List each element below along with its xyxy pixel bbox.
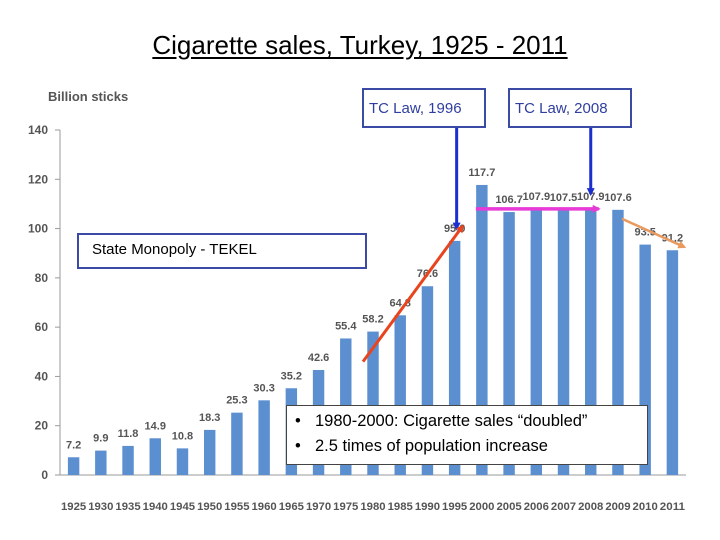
value-label-2008: 107.9 bbox=[577, 191, 605, 203]
value-label-1980: 58.2 bbox=[362, 314, 383, 326]
x-tick-label: 2008 bbox=[578, 501, 603, 513]
bullet-population-increase: 2.5 times of population increase bbox=[295, 434, 647, 459]
x-tick-label: 2005 bbox=[496, 501, 521, 513]
x-tick-label: 1980 bbox=[360, 501, 385, 513]
bullet-sales-doubled: 1980-2000: Cigarette sales “doubled” bbox=[295, 409, 647, 434]
y-tick-label: 0 bbox=[41, 468, 48, 482]
bar-1935 bbox=[122, 445, 134, 475]
x-tick-label: 2010 bbox=[633, 501, 658, 513]
value-label-2006: 107.9 bbox=[523, 191, 551, 203]
value-label-1975: 55.4 bbox=[335, 320, 357, 332]
value-label-1950: 18.3 bbox=[199, 412, 220, 424]
x-tick-label: 1990 bbox=[415, 501, 440, 513]
bar-1985 bbox=[394, 315, 406, 475]
value-label-2010: 93.5 bbox=[634, 227, 655, 239]
value-label-2000: 117.7 bbox=[468, 167, 495, 179]
y-tick-label: 20 bbox=[35, 419, 49, 433]
bar-1940 bbox=[149, 438, 161, 475]
value-label-1940: 14.9 bbox=[145, 420, 166, 432]
bar-1945 bbox=[176, 448, 189, 475]
x-tick-label: 2009 bbox=[605, 501, 630, 513]
y-tick-label: 60 bbox=[35, 320, 49, 334]
bar-1960 bbox=[258, 400, 270, 475]
value-label-2005: 106.7 bbox=[495, 194, 523, 206]
x-tick-label: 2006 bbox=[524, 501, 549, 513]
x-tick-label: 1935 bbox=[115, 501, 140, 513]
arrows bbox=[361, 128, 687, 363]
y-axis: 0 20 40 60 80 100 120 140 bbox=[28, 123, 61, 482]
x-tick-label: 1985 bbox=[388, 501, 413, 513]
value-label-1955: 25.3 bbox=[226, 395, 247, 407]
y-tick-label: 120 bbox=[28, 172, 48, 186]
x-tick-label: 1995 bbox=[442, 501, 467, 513]
x-tick-label: 1940 bbox=[143, 501, 168, 513]
x-tick-label: 2007 bbox=[551, 501, 576, 513]
value-label-2007: 107.5 bbox=[550, 192, 578, 204]
y-tick-label: 100 bbox=[28, 222, 48, 236]
x-tick-label: 2011 bbox=[660, 501, 685, 513]
value-label-1960: 30.3 bbox=[253, 382, 274, 394]
value-label-1930: 9.9 bbox=[93, 433, 108, 445]
tc-law-1996-callout: TC Law, 1996 bbox=[362, 88, 486, 128]
summary-note: 1980-2000: Cigarette sales “doubled” 2.5… bbox=[286, 405, 648, 465]
y-tick-label: 40 bbox=[35, 369, 49, 383]
value-label-1925: 7.2 bbox=[66, 439, 81, 451]
value-label-1970: 42.6 bbox=[308, 352, 329, 364]
bar-2000 bbox=[476, 184, 488, 476]
bar-1930 bbox=[95, 450, 107, 475]
x-tick-label: 1955 bbox=[224, 501, 249, 513]
slide-title: Cigarette sales, Turkey, 1925 - 2011 bbox=[152, 30, 568, 60]
bar-1990 bbox=[421, 286, 434, 475]
bar-1995 bbox=[448, 240, 461, 475]
value-label-1935: 11.8 bbox=[118, 428, 139, 440]
state-monopoly-callout: State Monopoly - TEKEL bbox=[77, 233, 367, 269]
bar-2009 bbox=[612, 209, 624, 476]
bar-2010 bbox=[639, 244, 651, 475]
x-axis: 1925 1930 1935 1940 1945 1950 1955 1960 1965 1970… bbox=[60, 474, 686, 513]
y-tick-label: 140 bbox=[28, 123, 48, 137]
bar-2005 bbox=[503, 212, 515, 475]
bar-2011 bbox=[666, 250, 679, 475]
bar-2007 bbox=[557, 210, 570, 475]
x-tick-label: 1970 bbox=[306, 501, 331, 513]
x-tick-label: 1975 bbox=[333, 501, 358, 513]
y-tick-label: 80 bbox=[35, 271, 49, 285]
bar-1950 bbox=[203, 429, 216, 475]
x-tick-label: 1925 bbox=[61, 501, 86, 513]
x-tick-label: 1965 bbox=[279, 501, 304, 513]
x-tick-label: 1960 bbox=[252, 501, 277, 513]
bar-1925 bbox=[67, 457, 80, 475]
x-tick-label: 1950 bbox=[197, 501, 222, 513]
decline-arrow bbox=[621, 217, 687, 249]
x-tick-label: 1945 bbox=[170, 501, 195, 513]
bar-2006 bbox=[530, 209, 543, 475]
bar-1980 bbox=[367, 331, 379, 475]
value-label-1985: 64.8 bbox=[390, 297, 411, 309]
growth-trend-arrow bbox=[361, 224, 464, 363]
value-label-1945: 10.8 bbox=[172, 430, 193, 442]
y-axis-label: Billion sticks bbox=[48, 89, 128, 104]
value-label-1965: 35.2 bbox=[281, 370, 302, 382]
bar-1955 bbox=[231, 412, 243, 475]
value-labels: 7.2 9.9 11.8 14.9 10.8 18.3 25.3 30.3 35.2 42.6 55… bbox=[66, 167, 683, 451]
x-tick-label: 1930 bbox=[88, 501, 113, 513]
tc-law-2008-callout: TC Law, 2008 bbox=[508, 88, 632, 128]
bar-2008 bbox=[585, 209, 597, 475]
x-tick-label: 2000 bbox=[469, 501, 494, 513]
value-label-2009: 107.6 bbox=[604, 192, 632, 204]
